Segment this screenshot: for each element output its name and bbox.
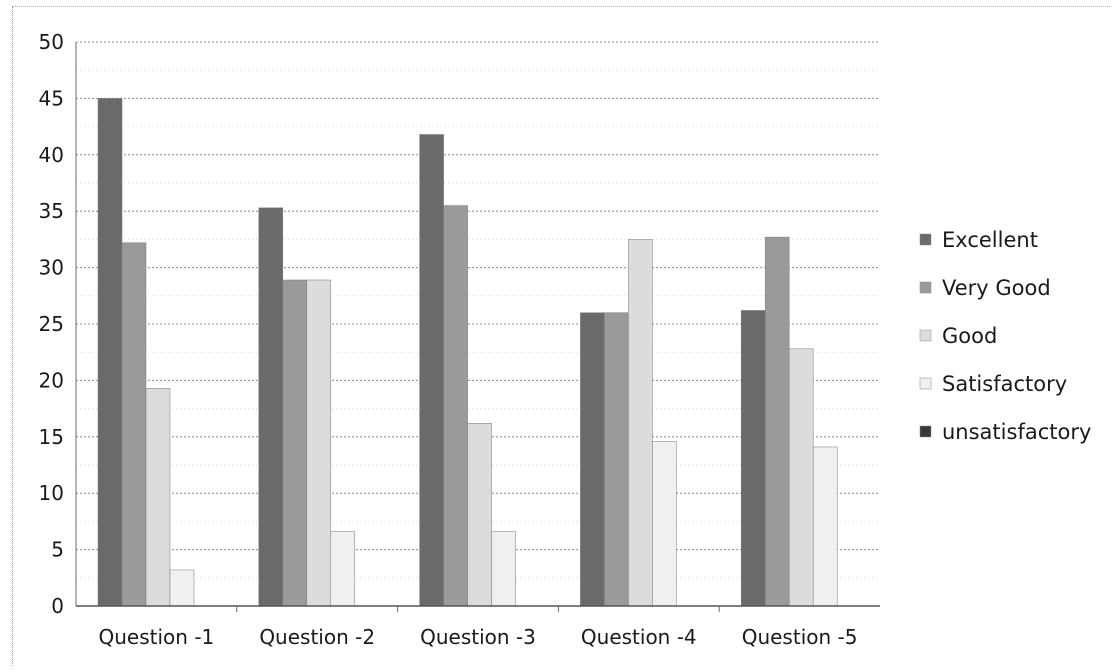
bar — [282, 279, 308, 607]
x-tick-label: Question -4 — [581, 625, 697, 649]
legend-swatch — [919, 329, 932, 342]
y-tick-label: 35 — [39, 199, 64, 223]
bar — [788, 348, 814, 607]
bar — [145, 388, 171, 607]
y-axis: 0 5 10 15 20 25 30 35 40 45 50 — [39, 30, 77, 618]
bar — [812, 446, 838, 607]
legend-label: Good — [942, 324, 997, 348]
bar — [628, 239, 653, 607]
bar — [443, 205, 468, 607]
y-tick-label: 50 — [39, 30, 64, 54]
x-tick-label: Question -5 — [742, 625, 858, 649]
bar — [467, 423, 492, 607]
bar — [169, 569, 195, 607]
bar — [652, 441, 677, 607]
legend-label: Very Good — [942, 276, 1051, 300]
legend-label: Satisfactory — [942, 372, 1067, 396]
bar — [258, 207, 284, 607]
chart-frame — [12, 6, 1110, 666]
bar — [306, 279, 332, 607]
y-tick-label: 0 — [51, 594, 64, 618]
bars — [97, 98, 838, 607]
bar — [419, 134, 444, 607]
bar — [491, 531, 516, 607]
y-tick-label: 5 — [51, 538, 64, 562]
x-tick-label: Question -3 — [420, 625, 536, 649]
y-tick-label: 10 — [39, 481, 64, 505]
legend: Excellent Very Good Good Satisfactory unsati… — [919, 228, 1091, 444]
bar — [740, 310, 766, 607]
bar — [121, 242, 147, 607]
legend-label: Excellent — [942, 228, 1038, 252]
legend-swatch — [919, 425, 932, 438]
y-tick-label: 30 — [39, 256, 64, 280]
y-tick-label: 20 — [39, 368, 64, 392]
legend-label: unsatisfactory — [942, 420, 1091, 444]
x-tick-label: Question -1 — [99, 625, 215, 649]
y-tick-label: 40 — [39, 143, 64, 167]
y-tick-label: 15 — [39, 425, 64, 449]
bar — [764, 236, 790, 607]
legend-swatch — [919, 233, 932, 246]
bar — [604, 312, 629, 607]
x-tick-label: Question -2 — [259, 625, 375, 649]
x-axis: Question -1 Question -2 Question -3 Questio… — [76, 605, 880, 649]
y-tick-label: 45 — [39, 86, 64, 110]
bar — [330, 531, 356, 607]
bar — [97, 98, 123, 607]
legend-swatch — [919, 281, 932, 294]
bar — [580, 312, 605, 607]
legend-swatch — [919, 377, 932, 390]
y-tick-label: 25 — [39, 312, 64, 336]
